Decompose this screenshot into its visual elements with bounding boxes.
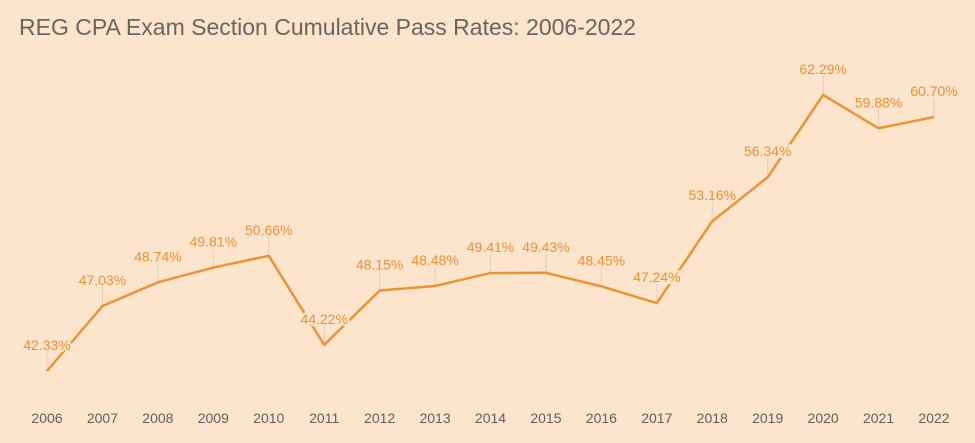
data-label: 49.43% [522, 239, 569, 255]
x-tick-label: 2021 [863, 410, 894, 426]
data-label: 62.29% [799, 61, 846, 77]
x-tick-label: 2022 [918, 410, 949, 426]
series-line [46, 93, 935, 372]
data-label: 48.74% [134, 248, 181, 264]
data-label: 47.24% [633, 269, 680, 285]
data-label: 56.34% [744, 143, 791, 159]
x-tick-label: 2019 [752, 410, 783, 426]
x-tick-label: 2010 [253, 410, 284, 426]
x-tick-label: 2009 [198, 410, 229, 426]
chart-title: REG CPA Exam Section Cumulative Pass Rat… [19, 14, 637, 40]
x-tick-label: 2020 [808, 410, 839, 426]
data-label: 48.48% [411, 252, 458, 268]
x-tick-label: 2013 [419, 410, 450, 426]
data-label: 48.15% [356, 257, 403, 273]
data-label: 47.03% [79, 272, 126, 288]
x-tick-label: 2006 [31, 410, 62, 426]
data-label: 49.81% [190, 234, 237, 250]
x-tick-label: 2014 [475, 410, 506, 426]
data-label: 50.66% [245, 222, 292, 238]
x-tick-label: 2011 [309, 410, 339, 426]
x-tick-label: 2007 [87, 410, 118, 426]
data-label: 44.22% [300, 311, 347, 327]
data-label: 60.70% [910, 83, 957, 99]
x-tick-label: 2008 [142, 410, 173, 426]
data-label: 53.16% [689, 187, 736, 203]
x-tick-label: 2015 [530, 410, 561, 426]
x-tick-label: 2012 [364, 410, 395, 426]
data-label: 42.33% [23, 337, 70, 353]
x-tick-label: 2017 [641, 410, 672, 426]
x-tick-label: 2018 [697, 410, 728, 426]
data-label: 49.41% [467, 239, 514, 255]
data-label: 59.88% [855, 94, 902, 110]
x-tick-label: 2016 [586, 410, 617, 426]
data-label: 48.45% [578, 252, 625, 268]
